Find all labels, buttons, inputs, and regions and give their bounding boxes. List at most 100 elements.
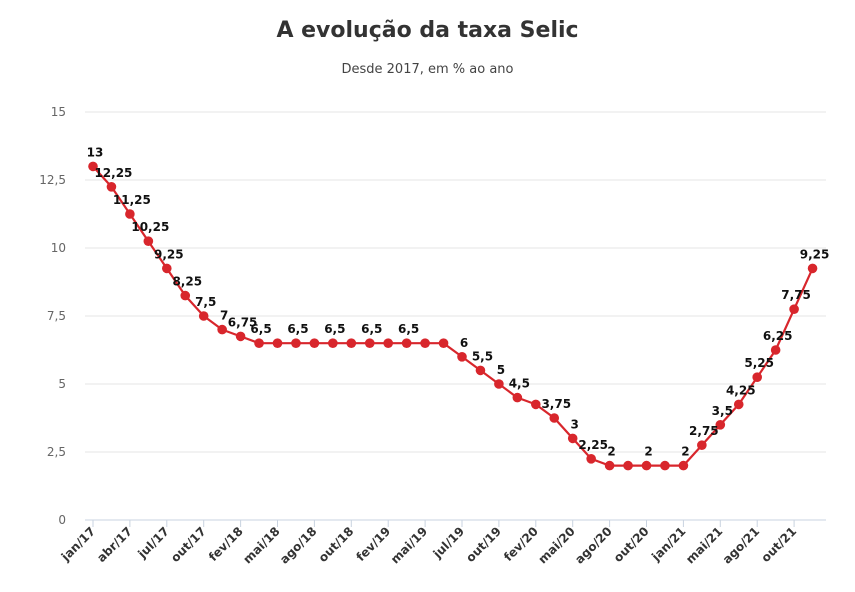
data-point <box>604 460 615 471</box>
data-label: 3,5 <box>712 404 733 418</box>
data-point <box>512 392 523 403</box>
data-label: 3 <box>571 417 579 431</box>
data-label: 7,75 <box>781 288 811 302</box>
y-tick-label: 10 <box>51 241 66 255</box>
data-point <box>143 236 154 246</box>
x-tick-label: mai/19 <box>388 524 430 566</box>
data-label: 2 <box>681 445 689 459</box>
data-point <box>364 338 375 349</box>
data-point <box>531 399 541 410</box>
data-point <box>235 331 246 342</box>
data-point <box>217 324 227 335</box>
x-tick-label: ago/21 <box>720 524 762 566</box>
data-point <box>807 263 818 274</box>
x-tick-label: abr/17 <box>94 524 135 565</box>
data-point <box>623 460 633 471</box>
point-layer <box>88 161 818 471</box>
data-point <box>733 399 744 410</box>
y-tick-label: 0 <box>58 513 66 527</box>
data-label: 6,5 <box>324 322 345 336</box>
x-tick-label: out/19 <box>463 524 504 565</box>
y-tick-label: 2,5 <box>47 445 66 459</box>
data-point <box>125 209 135 219</box>
data-point <box>198 311 209 321</box>
data-point <box>328 338 338 349</box>
data-label: 13 <box>87 145 104 159</box>
data-point <box>752 372 762 383</box>
data-point <box>346 338 357 349</box>
data-label: 6,25 <box>763 329 793 343</box>
data-label: 11,25 <box>113 193 151 207</box>
x-tick-label: ago/20 <box>572 524 614 566</box>
y-tick-label: 5 <box>58 377 66 391</box>
data-label: 2,25 <box>578 438 608 452</box>
x-tick-label: jan/21 <box>648 524 688 564</box>
data-point <box>106 182 117 192</box>
y-tick-label: 7,5 <box>47 309 66 323</box>
data-point <box>567 433 578 444</box>
x-tick-label: out/20 <box>611 524 652 565</box>
data-point <box>494 379 504 389</box>
data-label: 2,75 <box>689 424 719 438</box>
data-label: 7,5 <box>195 295 216 309</box>
data-point <box>641 460 652 471</box>
data-point <box>586 454 596 464</box>
line-layer <box>92 165 814 467</box>
data-point <box>789 304 799 315</box>
data-label: 6,5 <box>287 322 308 336</box>
x-tick-label: fev/18 <box>206 524 246 564</box>
y-tick-label: 12,5 <box>39 173 66 187</box>
data-point <box>254 338 264 349</box>
data-label: 8,25 <box>172 275 202 289</box>
x-tick-label: mai/18 <box>240 524 282 566</box>
x-tick-label: jul/17 <box>135 524 172 561</box>
data-point <box>291 338 301 349</box>
data-label: 6,5 <box>361 322 382 336</box>
data-point <box>309 338 320 349</box>
data-point <box>770 345 781 355</box>
data-label: 12,25 <box>94 166 132 180</box>
data-point <box>457 352 467 362</box>
data-point <box>438 338 449 349</box>
data-label: 5 <box>497 363 505 377</box>
x-tick-label: jul/19 <box>430 524 467 561</box>
data-label: 6,5 <box>250 322 271 336</box>
x-tick-label: jan/17 <box>58 524 98 564</box>
x-tick-label: out/17 <box>168 524 209 565</box>
data-point <box>383 338 394 349</box>
x-tick-label: mai/20 <box>536 524 578 566</box>
data-label: 5,5 <box>472 349 493 363</box>
data-label: 4,5 <box>509 377 530 391</box>
chart-subtitle: Desde 2017, em % ao ano <box>341 62 514 77</box>
data-label: 2 <box>607 445 615 459</box>
y-tick-label: 15 <box>51 105 66 119</box>
data-point <box>678 460 689 471</box>
data-point <box>475 365 486 376</box>
data-point <box>549 413 560 423</box>
data-label: 2 <box>644 445 652 459</box>
data-label: 6,5 <box>398 322 419 336</box>
data-label: 9,25 <box>800 247 830 261</box>
data-label: 3,75 <box>541 397 571 411</box>
grid-layer <box>85 111 826 453</box>
x-tick-label: mai/21 <box>683 524 725 566</box>
data-point <box>715 420 726 430</box>
data-point <box>162 263 172 274</box>
data-point <box>272 338 283 349</box>
data-point <box>697 440 707 451</box>
data-point <box>660 460 670 471</box>
data-label: 4,25 <box>726 383 756 397</box>
data-point <box>180 290 191 301</box>
data-label: 10,25 <box>131 220 169 234</box>
data-point <box>401 338 412 349</box>
data-label: 6,75 <box>228 315 258 329</box>
data-point <box>420 338 430 349</box>
data-point <box>88 161 98 172</box>
series-line <box>92 165 814 467</box>
x-tick-label: out/21 <box>758 524 799 565</box>
chart-title: A evolução da taxa Selic <box>276 18 579 43</box>
